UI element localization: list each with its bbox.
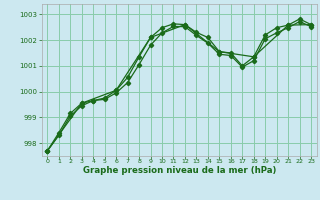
- X-axis label: Graphe pression niveau de la mer (hPa): Graphe pression niveau de la mer (hPa): [83, 166, 276, 175]
